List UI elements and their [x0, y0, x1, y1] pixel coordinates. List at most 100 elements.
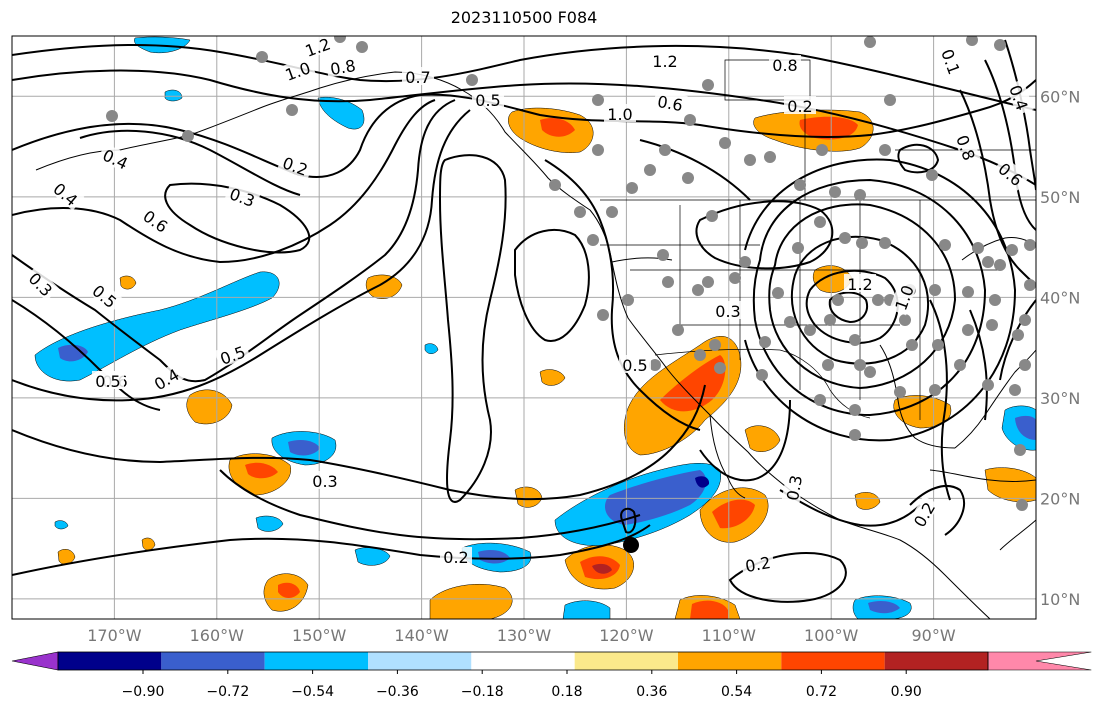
- station-dot: [729, 272, 741, 284]
- political-borders: [600, 59, 1036, 420]
- station-dot: [932, 339, 944, 351]
- tropical-cyclone-marker: [623, 537, 639, 553]
- contour-lines: [12, 39, 1036, 603]
- station-dot: [356, 41, 368, 53]
- positive-area: [984, 467, 1036, 503]
- positive-area: [854, 492, 881, 510]
- longitude-labels: 170°W 160°W 150°W 140°W 130°W 120°W 110°W 100°W…: [87, 626, 956, 645]
- station-dot: [672, 324, 684, 336]
- contour-label-bg: [784, 96, 816, 114]
- colorbar-tick-label: −0.36: [376, 684, 419, 700]
- colorbar-segment: [574, 652, 678, 670]
- contour-label: 0.2: [440, 547, 472, 567]
- station-dot: [682, 172, 694, 184]
- station-dot: [794, 179, 806, 191]
- station-dot: [1024, 239, 1036, 251]
- positive-area: [245, 462, 278, 479]
- contour-label-bg: [619, 355, 651, 373]
- map-panel: 1.21.0 0.8 0.70.51.2 0.80.61.0 0.20.4 0.20.30…: [12, 36, 1036, 619]
- negative-area: [164, 89, 183, 102]
- contour-label-bg: [952, 129, 981, 166]
- station-dot: [986, 319, 998, 331]
- station-dot: [702, 79, 714, 91]
- contour-label-bg: [649, 51, 681, 69]
- station-dot: [982, 256, 994, 268]
- contour-label-bg: [97, 143, 135, 174]
- positive-area: [592, 563, 612, 574]
- contour-label-text: 0.3: [783, 474, 806, 502]
- positive-area: [690, 600, 728, 619]
- station-dot: [592, 94, 604, 106]
- station-dot: [864, 36, 876, 48]
- contour-label: 0.5: [619, 355, 651, 375]
- negative-area: [34, 271, 280, 382]
- longitude-tick-label: 170°W: [87, 626, 142, 645]
- station-dot: [906, 339, 918, 351]
- station-dot: [784, 316, 796, 328]
- contour-label-bg: [712, 301, 744, 319]
- contour-label: 0.4: [1005, 79, 1034, 116]
- contour-label-bg: [92, 371, 124, 389]
- contour-label-bg: [472, 90, 504, 108]
- longitude-tick-label: 100°W: [804, 626, 859, 645]
- latitude-tick-label: 40°N: [1040, 288, 1080, 307]
- contour-label-bg: [889, 279, 918, 316]
- station-dot: [864, 366, 876, 378]
- station-dot: [1016, 499, 1028, 511]
- longitude-tick-label: 150°W: [292, 626, 347, 645]
- contour-label: 0.5: [92, 371, 124, 391]
- negative-area: [255, 515, 284, 532]
- colorbar-tick-label: −0.72: [206, 684, 249, 700]
- station-dot: [549, 179, 561, 191]
- station-dot: [972, 242, 984, 254]
- positive-area: [429, 583, 513, 619]
- colorbar-extend-high: [987, 651, 1092, 671]
- station-dot: [994, 259, 1006, 271]
- contour-label: 0.2: [784, 96, 816, 116]
- longitude-tick-label: 90°W: [912, 626, 956, 645]
- contour-label-text: 0.6: [656, 92, 684, 115]
- colorbar-extend-low: [11, 651, 59, 671]
- station-dot: [764, 151, 776, 163]
- map-frame: [11, 35, 1037, 620]
- negative-area: [695, 476, 710, 488]
- station-dot: [657, 249, 669, 261]
- longitude-tick-label: 110°W: [702, 626, 757, 645]
- contour-label: 0.5: [472, 90, 504, 110]
- station-dot: [1024, 279, 1036, 291]
- contour-label-text: 0.5: [475, 91, 500, 110]
- positive-area: [744, 425, 781, 452]
- station-dot: [592, 144, 604, 156]
- contour-label-text: 0.2: [787, 97, 812, 116]
- positive-area: [540, 118, 575, 137]
- contour-label-bg: [653, 90, 688, 114]
- station-dot: [804, 324, 816, 336]
- negative-area: [58, 344, 88, 362]
- negative-area: [562, 600, 611, 619]
- positive-area: [539, 369, 566, 386]
- positive-area: [712, 499, 755, 529]
- longitude-tick-label: 120°W: [599, 626, 654, 645]
- contour-label-text: 0.2: [443, 548, 468, 567]
- negative-area: [354, 547, 391, 566]
- latitude-labels: 60°N 50°N 40°N 30°N 20°N 10°N: [1040, 87, 1080, 609]
- station-dot: [854, 359, 866, 371]
- positive-area: [119, 275, 137, 290]
- contour-label-bg: [299, 36, 336, 61]
- station-dot: [792, 242, 804, 254]
- colorbar-tick-label: 0.72: [806, 684, 837, 700]
- colorbar-tick-labels: −0.90 −0.72 −0.54 −0.36 −0.18 0.18 0.36 0.54 0.7…: [122, 670, 922, 700]
- positive-area: [660, 355, 726, 412]
- colorbar-segment: [781, 652, 885, 670]
- station-dot: [954, 359, 966, 371]
- colorbar-tick-label: 0.54: [721, 684, 752, 700]
- station-dots: [106, 36, 1036, 511]
- station-dot: [814, 394, 826, 406]
- station-dot: [286, 104, 298, 116]
- contour-label-text: 0.3: [715, 302, 740, 321]
- colorbar-segment: [678, 652, 782, 670]
- colorbar-segment: [58, 652, 162, 670]
- station-dot: [884, 94, 896, 106]
- colorbar-tick-label: 0.90: [891, 684, 922, 700]
- negative-area: [868, 600, 900, 614]
